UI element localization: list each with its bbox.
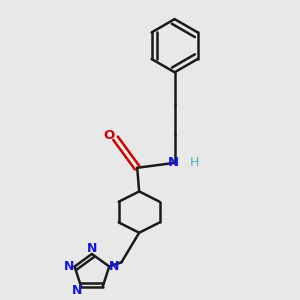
Text: N: N bbox=[109, 260, 119, 273]
Text: N: N bbox=[168, 156, 179, 170]
Text: O: O bbox=[103, 129, 114, 142]
Text: N: N bbox=[87, 242, 97, 255]
Text: N: N bbox=[64, 260, 74, 273]
Text: H: H bbox=[190, 156, 199, 170]
Text: N: N bbox=[72, 284, 83, 297]
